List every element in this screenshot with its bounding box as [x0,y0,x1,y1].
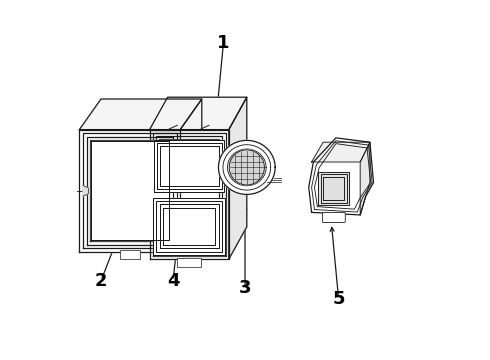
Text: 4: 4 [167,272,179,290]
Polygon shape [83,133,176,248]
Polygon shape [156,136,222,253]
Polygon shape [79,130,180,252]
Bar [177,258,201,267]
Polygon shape [219,140,275,194]
Polygon shape [309,138,373,215]
Polygon shape [360,142,370,215]
Polygon shape [229,150,264,185]
Polygon shape [153,198,225,255]
Polygon shape [79,99,202,130]
Polygon shape [83,185,88,196]
Polygon shape [180,99,202,252]
Polygon shape [149,97,247,130]
Polygon shape [159,139,219,249]
Polygon shape [154,140,224,192]
FancyBboxPatch shape [322,212,345,222]
Polygon shape [312,142,370,162]
Polygon shape [153,133,225,256]
Text: 3: 3 [239,279,251,297]
Text: 2: 2 [95,272,107,290]
Polygon shape [90,140,170,241]
Polygon shape [87,137,173,245]
Polygon shape [91,141,169,240]
Polygon shape [229,97,247,259]
Polygon shape [149,130,229,259]
Text: 1: 1 [217,34,230,52]
Text: 5: 5 [332,290,345,308]
Bar [120,250,140,259]
Polygon shape [318,171,349,205]
